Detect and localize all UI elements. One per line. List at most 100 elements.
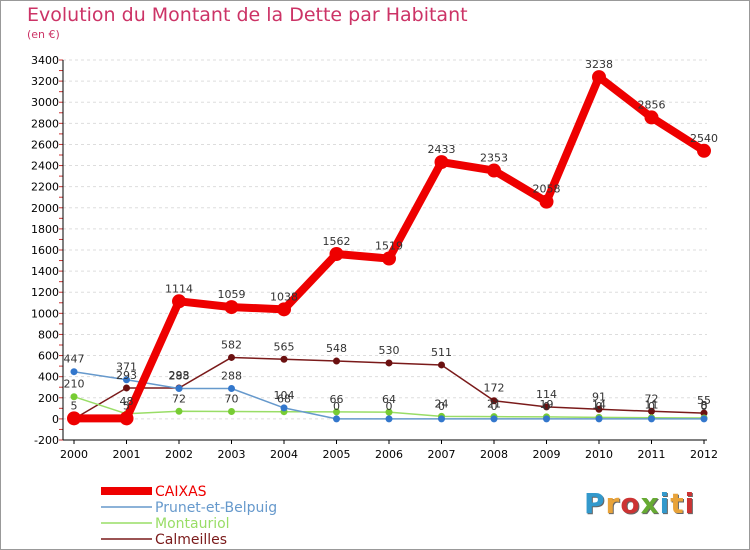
y-tick-label: 2000 <box>31 202 59 215</box>
data-label: 70 <box>225 393 239 406</box>
x-tick-label: 2006 <box>375 448 403 461</box>
data-label: 2353 <box>480 152 508 165</box>
data-label: 565 <box>274 340 295 353</box>
data-point <box>700 415 708 423</box>
data-label: 91 <box>592 390 606 403</box>
data-label: 72 <box>172 392 186 405</box>
data-label: 5 <box>71 399 78 412</box>
data-label: 72 <box>645 392 659 405</box>
data-point <box>67 411 81 426</box>
data-point <box>700 409 708 417</box>
data-point <box>539 194 554 209</box>
data-point <box>123 384 130 392</box>
chart-title: Evolution du Montant de la Dette par Hab… <box>27 4 468 26</box>
y-tick-label: 2200 <box>31 181 59 194</box>
data-label: 48 <box>120 395 134 408</box>
data-label: 293 <box>116 369 137 382</box>
data-label: 104 <box>274 389 295 402</box>
y-tick-label: 1600 <box>31 244 59 257</box>
x-tick-label: 2001 <box>113 448 141 461</box>
data-label: 371 <box>116 361 137 374</box>
y-tick-label: 1400 <box>31 265 59 278</box>
x-tick-label: 2000 <box>60 448 88 461</box>
x-tick-label: 2008 <box>480 448 508 461</box>
y-tick-label: 1200 <box>31 286 59 299</box>
data-point <box>280 355 288 363</box>
y-tick-label: 2600 <box>31 138 59 151</box>
data-label: 582 <box>221 338 242 351</box>
data-point <box>595 405 603 413</box>
data-point <box>490 397 498 405</box>
data-label: 288 <box>221 369 242 382</box>
data-label: 0 <box>648 400 655 413</box>
data-label: 2058 <box>533 183 561 196</box>
x-tick-label: 2009 <box>533 448 561 461</box>
data-point <box>333 357 340 365</box>
data-point <box>648 415 655 423</box>
data-point <box>385 359 393 367</box>
x-tick-label: 2010 <box>585 448 613 461</box>
data-label: 68 <box>277 393 291 406</box>
x-tick-label: 2007 <box>428 448 456 461</box>
data-label: 64 <box>382 393 396 406</box>
data-label: 1038 <box>270 290 298 303</box>
y-tick-label: 800 <box>38 328 59 341</box>
y-tick-label: 3000 <box>31 96 59 109</box>
data-label: 2856 <box>638 98 666 111</box>
data-label: 0 <box>701 400 708 413</box>
data-point <box>70 393 78 401</box>
data-label: 3238 <box>585 58 613 71</box>
data-point <box>280 404 288 412</box>
data-label: 2540 <box>690 132 718 145</box>
x-tick-label: 2004 <box>270 448 298 461</box>
data-label: 1519 <box>375 240 403 253</box>
data-point <box>382 251 396 266</box>
data-label: 55 <box>697 394 711 407</box>
y-tick-label: 0 <box>52 413 59 426</box>
x-tick-label: 2002 <box>165 448 193 461</box>
legend-label: Montauriol <box>155 516 230 532</box>
data-label: 24 <box>435 397 449 410</box>
data-label: 0 <box>596 400 603 413</box>
y-tick-label: 2800 <box>31 117 59 130</box>
data-point <box>697 143 711 158</box>
data-label: 530 <box>379 344 400 357</box>
y-tick-label: 1800 <box>31 223 59 236</box>
data-point <box>543 403 550 411</box>
legend-label: CAIXAS <box>155 484 207 500</box>
data-label: 1114 <box>165 282 193 295</box>
data-point <box>438 361 445 369</box>
data-label: 1059 <box>218 288 246 301</box>
data-label: 511 <box>431 346 452 359</box>
data-point <box>333 415 340 423</box>
data-label: 172 <box>484 382 505 395</box>
y-tick-label: 600 <box>38 350 59 363</box>
x-tick-label: 2012 <box>690 448 718 461</box>
data-point <box>119 411 134 426</box>
data-point <box>595 415 603 423</box>
x-tick-label: 2011 <box>638 448 666 461</box>
data-label: 0 <box>438 400 445 413</box>
y-tick-label: 400 <box>38 371 59 384</box>
data-label: 19 <box>540 398 554 411</box>
proxiti-logo: Proxiti <box>584 487 696 520</box>
data-point <box>228 384 235 392</box>
data-label: 21 <box>487 398 501 411</box>
data-point <box>490 415 498 423</box>
data-label: 288 <box>169 369 190 382</box>
x-tick-label: 2005 <box>323 448 351 461</box>
data-label: 11 <box>645 399 659 412</box>
y-tick-label: 3200 <box>31 75 59 88</box>
data-label: 2433 <box>428 143 456 156</box>
data-label: 0 <box>386 400 393 413</box>
data-point <box>434 155 449 170</box>
data-point <box>277 302 291 317</box>
data-point <box>329 247 344 262</box>
data-point <box>592 70 606 85</box>
data-point <box>385 408 393 416</box>
data-point <box>333 408 340 416</box>
data-point <box>172 294 186 309</box>
y-tick-label: 3400 <box>31 54 59 67</box>
